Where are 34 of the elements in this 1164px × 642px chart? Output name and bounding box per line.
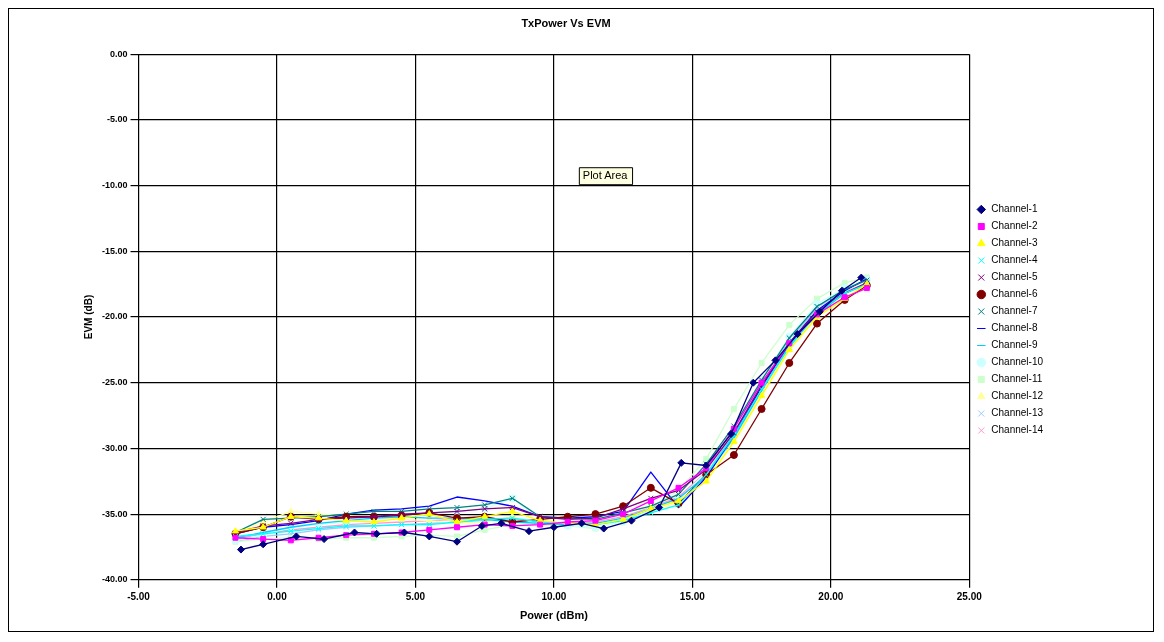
- x-tick-label: 10.00: [541, 590, 567, 602]
- x-tick-label: 25.00: [956, 590, 983, 602]
- y-tick-label: -20.00: [101, 311, 128, 322]
- legend-label: Channel-13: [991, 407, 1044, 419]
- chart-title: TxPower Vs EVM: [521, 16, 611, 29]
- x-tick-label: -5.00: [127, 590, 151, 602]
- legend-label: Channel-14: [991, 424, 1044, 436]
- x-tick-label: 5.00: [405, 590, 426, 602]
- x-tick-label: 20.00: [818, 590, 844, 602]
- legend-label: Channel-8: [991, 322, 1038, 334]
- legend-label: Channel-9: [991, 339, 1038, 351]
- legend-label: Channel-2: [991, 220, 1038, 232]
- legend-label: Channel-7: [991, 305, 1038, 317]
- y-tick-label: -35.00: [101, 508, 128, 519]
- y-tick-label: 0.00: [109, 48, 128, 59]
- y-tick-label: -15.00: [101, 245, 128, 256]
- y-axis-title: EVM (dB): [82, 294, 94, 340]
- y-tick-label: -40.00: [101, 574, 128, 585]
- x-tick-label: 0.00: [267, 590, 288, 602]
- y-tick-label: -30.00: [101, 442, 128, 453]
- x-tick-label: 15.00: [679, 590, 706, 602]
- legend-label: Channel-6: [991, 288, 1038, 300]
- legend-label: Channel-10: [991, 356, 1044, 368]
- x-axis-title: Power (dBm): [519, 609, 589, 622]
- y-tick-label: -5.00: [107, 114, 128, 125]
- legend-label: Channel-1: [991, 203, 1038, 215]
- y-tick-label: -10.00: [101, 180, 128, 191]
- legend-label: Channel-4: [991, 254, 1038, 266]
- legend-label: Channel-5: [991, 271, 1038, 283]
- legend-label: Channel-12: [991, 390, 1044, 402]
- legend-label: Channel-3: [991, 237, 1038, 249]
- annotation: Plot Area: [582, 169, 629, 182]
- legend-label: Channel-11: [991, 373, 1043, 385]
- y-tick-label: -25.00: [101, 377, 128, 388]
